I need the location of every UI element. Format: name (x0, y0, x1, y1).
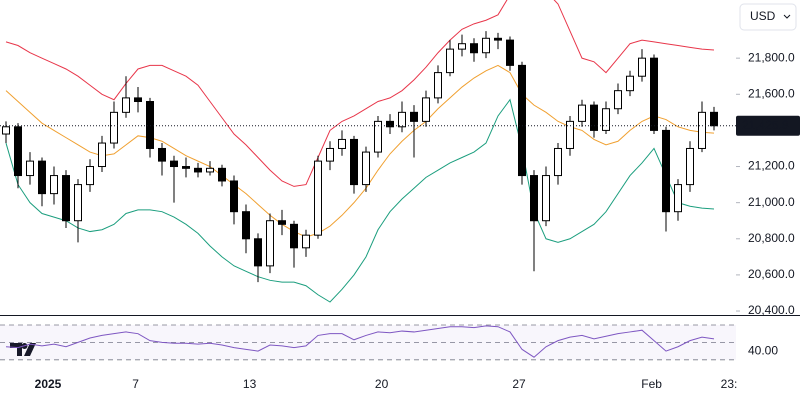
candle-body (422, 97, 430, 122)
candle-body (398, 111, 406, 128)
candle-body (50, 175, 58, 195)
candle-body (230, 180, 238, 213)
y-tick-label: 21,800.0 (748, 50, 795, 64)
candle-body (134, 97, 142, 103)
x-tick-label: 23: (721, 377, 738, 391)
rsi-tick-label: 40.00 (748, 343, 778, 357)
candle-body (626, 75, 634, 92)
candle-body (650, 57, 658, 131)
candle-body (638, 57, 646, 77)
candle-body (458, 43, 466, 50)
candle-body (314, 160, 322, 236)
dropdown-arrow (783, 14, 791, 19)
candle-body (350, 138, 358, 186)
candle-body (290, 223, 298, 249)
candle-body (590, 104, 598, 131)
currency-button[interactable] (739, 3, 797, 31)
candle-body (698, 111, 706, 149)
lower-band (5, 98, 715, 303)
x-tick-label: 2025 (35, 377, 62, 391)
candle-body (62, 175, 70, 222)
y-tick-label: 20,600.0 (748, 267, 795, 281)
candle-body (554, 147, 562, 177)
candle-body (74, 184, 82, 222)
y-tick-label: 20,800.0 (748, 231, 795, 245)
candle-body (410, 111, 418, 122)
candle-body (218, 167, 226, 182)
candle-body (446, 48, 454, 74)
candle-body (326, 147, 334, 162)
x-tick-label: 20 (375, 377, 389, 391)
candle-body (506, 39, 514, 66)
rsi-line (5, 325, 715, 358)
rsi-zone (0, 324, 736, 360)
candle-body (182, 166, 190, 169)
candle-body (566, 120, 574, 149)
x-tick-label: 13 (243, 377, 257, 391)
x-tick-label: 7 (132, 377, 139, 391)
candle-body (578, 104, 586, 122)
candle-body (98, 142, 106, 168)
y-tick-label: 21,200.0 (748, 159, 795, 173)
candle-body (14, 126, 22, 177)
candle-body (470, 43, 478, 54)
candle-body (662, 129, 670, 213)
candle-body (602, 108, 610, 131)
y-tick-label: 21,600.0 (748, 86, 795, 100)
last-price-label: 21,425.8 (742, 118, 789, 132)
plot-area (2, 0, 718, 303)
candle-body (278, 220, 286, 225)
candle-body (386, 120, 394, 128)
candle-body (674, 184, 682, 213)
candle-body (710, 111, 718, 127)
candle-body (242, 211, 250, 240)
currency-label[interactable]: USD (750, 9, 776, 23)
candle-body (542, 175, 550, 222)
candle-body (206, 167, 214, 173)
candle-body (86, 166, 94, 186)
y-tick-label: 20,400.0 (748, 303, 795, 317)
candle-body (338, 138, 346, 149)
candle-body (38, 160, 46, 195)
candle-body (158, 147, 166, 162)
candle-body (494, 37, 502, 41)
candle-body (146, 101, 154, 149)
candle-body (254, 238, 262, 267)
candle-body (614, 90, 622, 110)
candle-body (110, 111, 118, 144)
candle-body (518, 64, 526, 177)
candle-body (434, 72, 442, 99)
candle-body (530, 175, 538, 222)
candle-body (374, 120, 382, 153)
candle-body (26, 160, 34, 177)
upper-band (5, 0, 715, 187)
middle-band (5, 64, 715, 238)
y-tick-label: 21,000.0 (748, 195, 795, 209)
x-tick-label: Feb (641, 377, 662, 391)
candle-body (362, 151, 370, 186)
x-tick-label: 27 (512, 377, 526, 391)
candle-body (194, 167, 202, 173)
candle-body (122, 97, 130, 113)
candle-body (170, 160, 178, 168)
candle-body (302, 234, 310, 249)
candle-body (266, 220, 274, 267)
candle-body (686, 147, 694, 186)
last-price-tag (736, 115, 800, 136)
candle-body (482, 37, 490, 54)
candle-body (2, 126, 10, 135)
